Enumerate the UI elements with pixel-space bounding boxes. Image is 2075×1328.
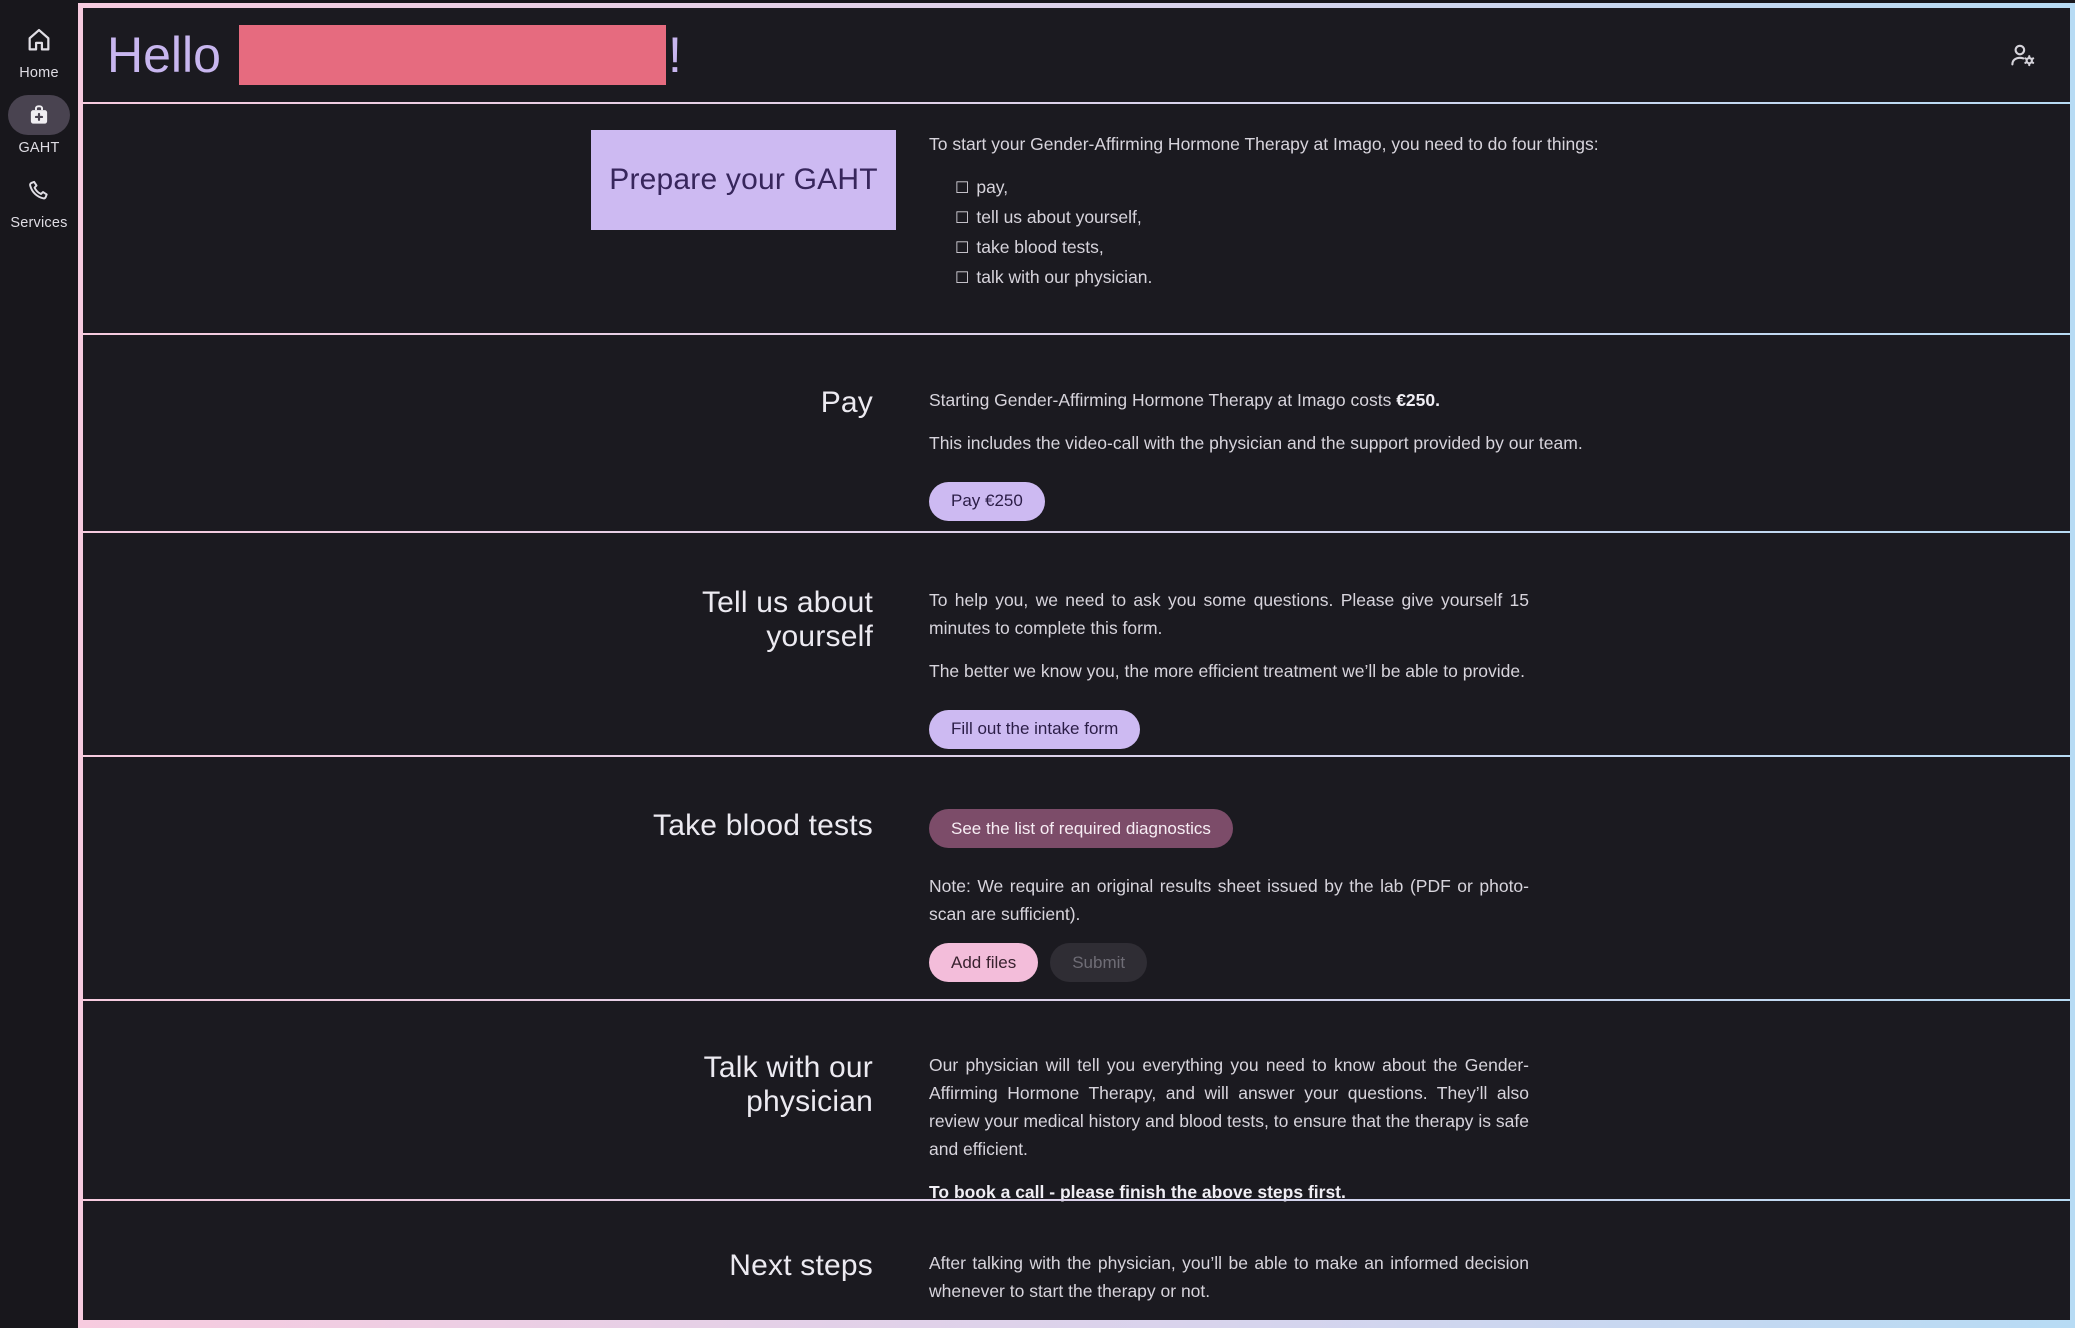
manage-accounts-icon[interactable] <box>2006 38 2040 72</box>
checklist-item: ☐ talk with our physician. <box>955 267 1153 287</box>
main-panel: Hello ! Prepare your GAHT To start your <box>78 3 2075 1328</box>
section-title: Take blood tests <box>653 809 873 843</box>
checkbox-icon: ☐ <box>955 240 970 257</box>
sidebar: Home GAHT <box>0 0 78 1328</box>
section-title: Prepare your GAHT <box>609 163 878 196</box>
prepare-intro-text: To start your Gender-Affirming Hormone T… <box>929 134 1599 154</box>
active-pill <box>8 95 70 135</box>
add-files-button[interactable]: Add files <box>929 943 1039 983</box>
section-title: Talk with our physician <box>703 1051 873 1118</box>
pay-cost-text: Starting Gender-Affirming Hormone Therap… <box>929 389 1441 410</box>
checklist-item: ☐ tell us about yourself, <box>955 207 1142 227</box>
checkbox-icon: ☐ <box>955 270 970 287</box>
section-title: Next steps <box>729 1249 873 1282</box>
sidebar-item-label: GAHT <box>18 140 60 156</box>
tell-us-text-1: To help you, we need to ask you some que… <box>929 589 1529 638</box>
section-title: Tell us about yourself <box>701 585 873 653</box>
greeting-exclamation: ! <box>667 27 682 83</box>
prepare-checklist: ☐ pay, ☐ tell us about yourself, ☐ take blo… <box>955 173 1529 293</box>
section-title: Pay <box>820 385 873 419</box>
intake-form-button[interactable]: Fill out the intake form <box>929 709 1141 749</box>
sidebar-item-gaht[interactable]: GAHT <box>8 95 70 156</box>
section-pay: Pay Starting Gender-Affirming Hormone Th… <box>83 332 2070 531</box>
section-prepare-gaht: Prepare your GAHT To start your Gender-A… <box>83 102 2070 333</box>
book-call-note: To book a call - please finish the above… <box>929 1182 1346 1202</box>
phone-icon <box>26 177 52 203</box>
checkbox-icon: ☐ <box>955 180 970 197</box>
prepare-gaht-title-box: Prepare your GAHT <box>591 130 896 230</box>
section-next-steps: Next steps After talking with the physic… <box>83 1199 2070 1320</box>
sidebar-item-services[interactable]: Services <box>8 170 70 231</box>
checkbox-icon: ☐ <box>955 210 970 227</box>
section-talk-physician: Talk with our physician Our physician wi… <box>83 999 2070 1202</box>
home-icon <box>25 26 53 54</box>
checklist-item: ☐ pay, <box>955 177 1009 197</box>
greeting: Hello ! <box>107 25 682 85</box>
sidebar-item-label: Home <box>19 65 59 81</box>
pay-button[interactable]: Pay €250 <box>929 481 1045 521</box>
page-header: Hello ! <box>83 8 2070 102</box>
diagnostics-list-button[interactable]: See the list of required diagnostics <box>929 809 1233 849</box>
section-blood-tests: Take blood tests See the list of require… <box>83 755 2070 999</box>
redacted-username <box>238 25 666 85</box>
pay-includes-text: This includes the video-call with the ph… <box>929 432 1583 453</box>
sidebar-item-label: Services <box>10 215 68 231</box>
medical-bag-icon <box>26 102 52 128</box>
submit-button[interactable]: Submit <box>1050 943 1148 983</box>
blood-tests-note: Note: We require an original results she… <box>929 876 1529 925</box>
greeting-text: Hello <box>107 27 221 83</box>
checklist-item: ☐ take blood tests, <box>955 237 1104 257</box>
tell-us-text-2: The better we know you, the more efficie… <box>929 660 1525 681</box>
sidebar-item-home[interactable]: Home <box>8 20 70 81</box>
section-tell-us: Tell us about yourself To help you, we n… <box>83 530 2070 756</box>
physician-text: Our physician will tell you everything y… <box>929 1055 1529 1159</box>
next-steps-text: After talking with the physician, you’ll… <box>929 1253 1529 1301</box>
